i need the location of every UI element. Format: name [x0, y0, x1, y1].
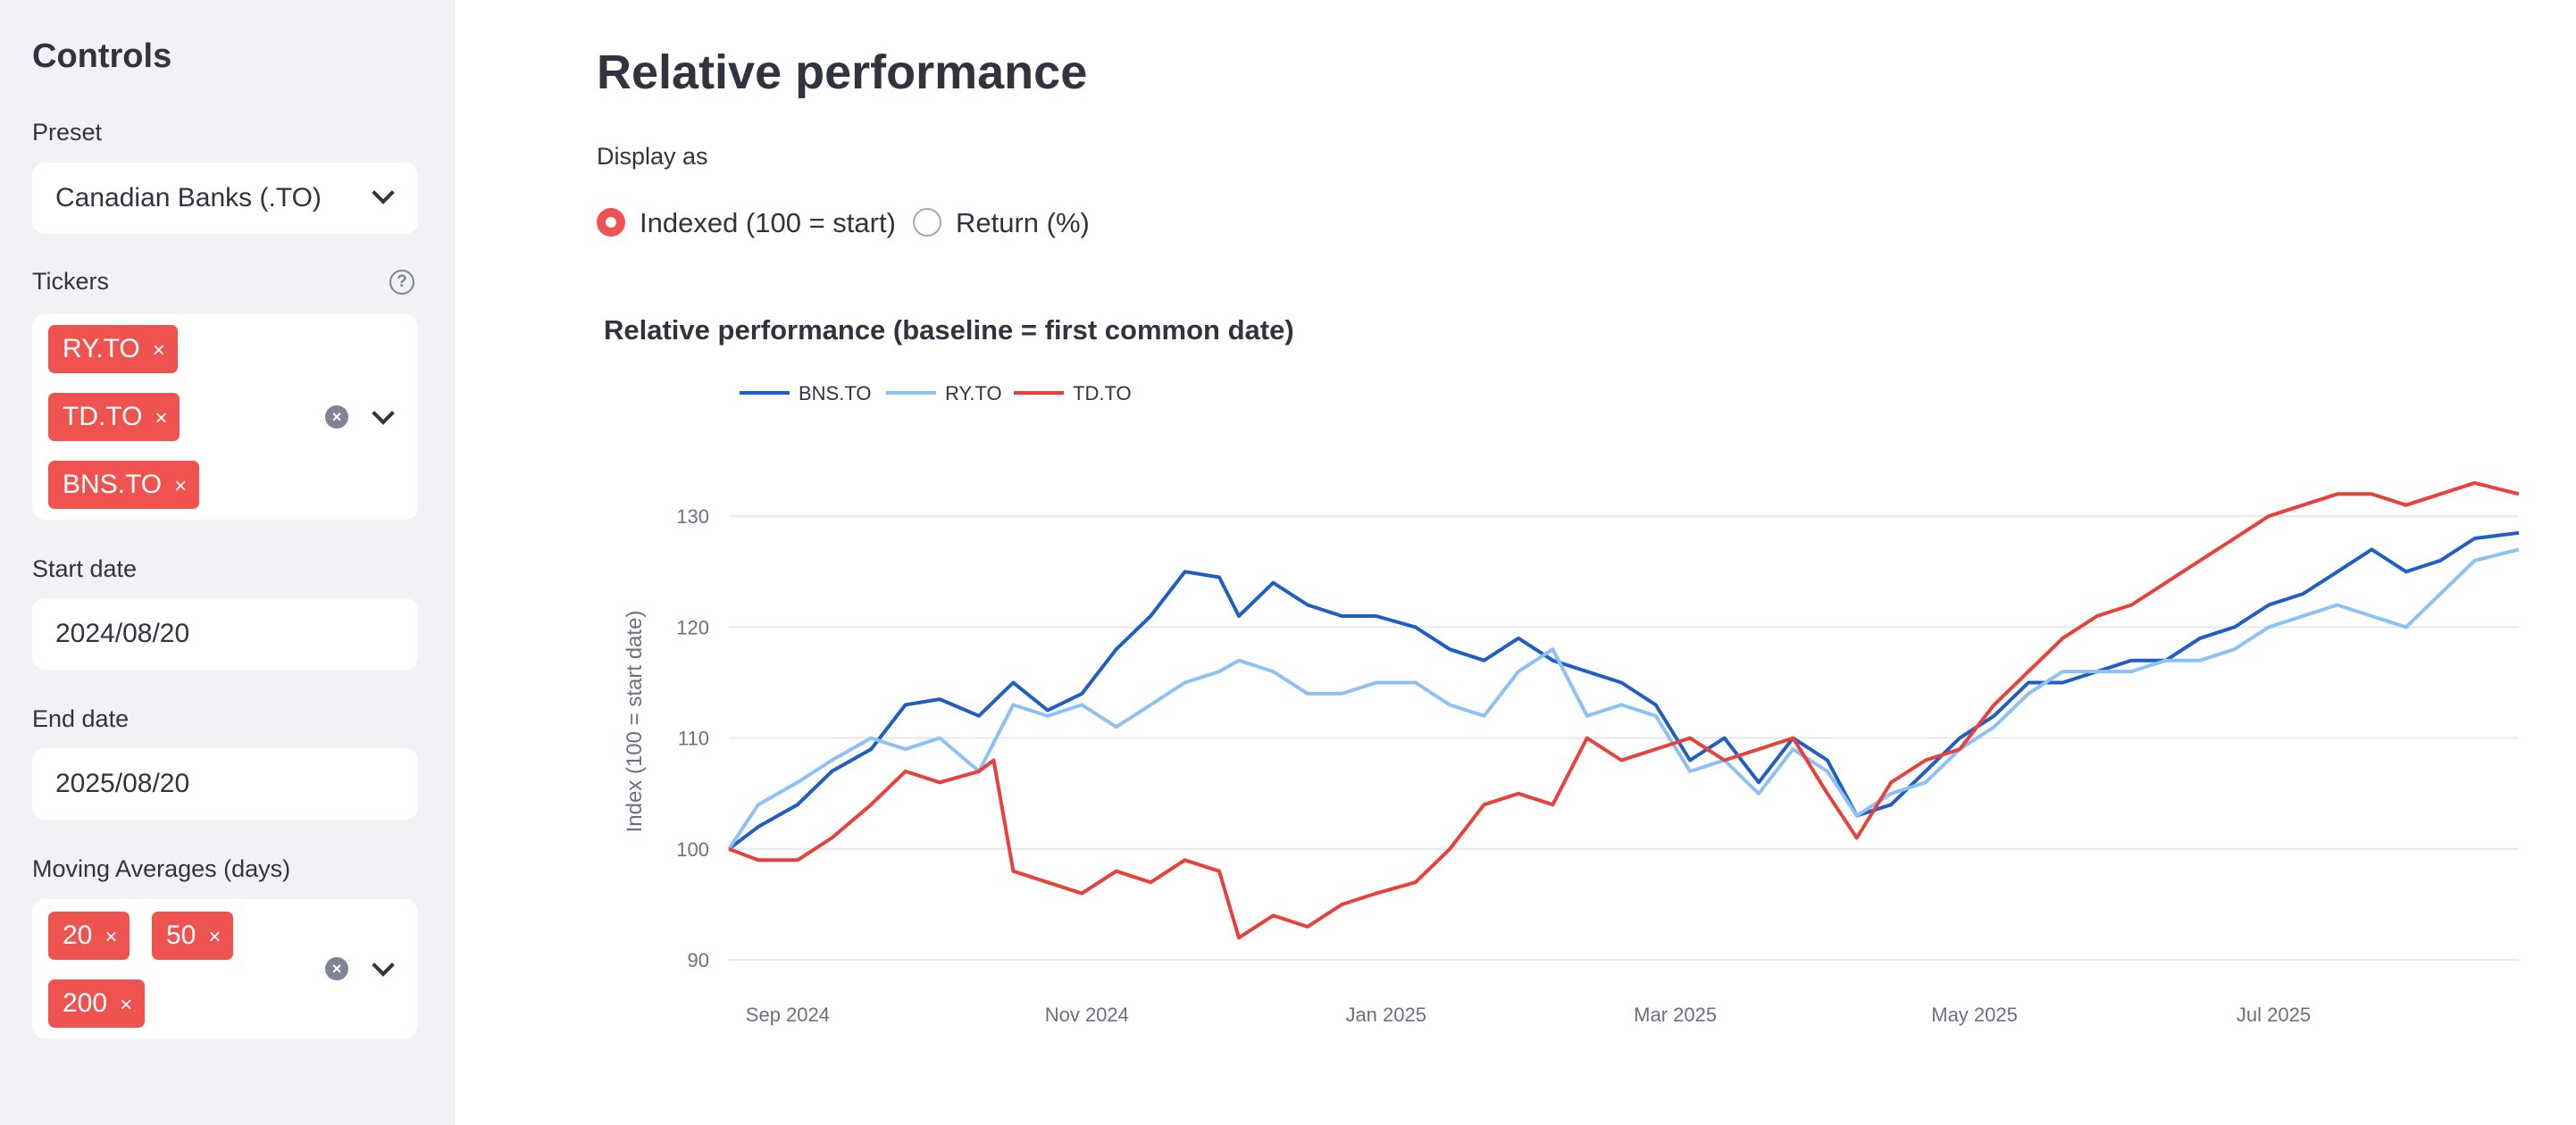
y-tick-label: 110 [678, 728, 709, 750]
end-date-value: 2025/08/20 [55, 769, 190, 798]
chevron-down-icon[interactable] [372, 402, 395, 425]
ticker-chip-label: TD.TO [63, 402, 143, 431]
sidebar: Controls Preset Canadian Banks (.TO) Tic… [0, 0, 455, 1125]
clear-icon[interactable]: × [325, 405, 348, 429]
x-tick-label: May 2025 [1931, 1004, 2018, 1026]
y-tick-label: 120 [676, 616, 709, 638]
ma-chip-label: 20 [63, 921, 93, 950]
start-date-input[interactable]: 2024/08/20 [32, 598, 418, 670]
x-tick-label: Nov 2024 [1045, 1004, 1129, 1026]
ticker-chip-label: BNS.TO [63, 470, 163, 499]
series-line-bns-to [727, 530, 2520, 851]
ticker-chip[interactable]: BNS.TO × [48, 461, 200, 509]
legend-label: TD.TO [1073, 382, 1132, 404]
radio-return[interactable] [913, 208, 941, 237]
x-tick-label: Sep 2024 [746, 1004, 830, 1026]
end-date-input[interactable]: 2025/08/20 [32, 748, 418, 820]
ticker-chip[interactable]: TD.TO × [48, 393, 180, 441]
radio-return-label[interactable]: Return (%) [956, 207, 1090, 238]
tickers-multiselect[interactable]: RY.TO × TD.TO × BNS.TO × × [32, 314, 418, 520]
ma-chip-label: 200 [63, 988, 108, 1018]
moving-averages-label: Moving Averages (days) [32, 855, 291, 882]
radio-indexed[interactable] [597, 208, 625, 237]
chevron-down-icon[interactable] [372, 954, 395, 977]
y-tick-label: 100 [676, 838, 709, 861]
ma-chip[interactable]: 50 × [152, 912, 234, 960]
start-date-value: 2024/08/20 [55, 619, 190, 648]
x-tick-label: Jan 2025 [1345, 1004, 1426, 1026]
y-tick-label: 130 [676, 505, 709, 528]
ma-chip[interactable]: 20 × [48, 912, 130, 960]
performance-chart[interactable]: 90 100 110 120 130 Sep 2024 Nov 2024 Jan 2025 Ma… [590, 366, 2528, 1027]
ma-chip[interactable]: 200 × [48, 979, 146, 1028]
end-date-label: End date [32, 705, 130, 732]
ma-chip-label: 50 [166, 921, 197, 950]
y-axis-label: Index (100 = start date) [623, 611, 647, 833]
moving-averages-multiselect[interactable]: 20 × 50 × 200 × × [32, 899, 418, 1038]
series-line-ry-to [727, 547, 2520, 851]
help-icon[interactable]: ? [389, 270, 414, 295]
x-tick-label: Mar 2025 [1634, 1004, 1717, 1026]
close-icon[interactable]: × [105, 925, 118, 949]
clear-icon[interactable]: × [325, 957, 348, 980]
display-as-label: Display as [597, 143, 708, 170]
tickers-label: Tickers [32, 268, 109, 295]
preset-select[interactable]: Canadian Banks (.TO) [32, 162, 418, 234]
chevron-down-icon[interactable] [372, 181, 395, 204]
close-icon[interactable]: × [174, 474, 188, 498]
close-icon[interactable]: × [155, 406, 168, 430]
start-date-label: Start date [32, 555, 138, 582]
preset-select-value: Canadian Banks (.TO) [55, 183, 322, 212]
y-tick-label: 90 [688, 949, 709, 971]
close-icon[interactable]: × [152, 338, 165, 362]
close-icon[interactable]: × [120, 993, 133, 1017]
close-icon[interactable]: × [208, 925, 222, 949]
preset-label: Preset [32, 119, 103, 146]
page-title: Relative performance [597, 46, 1088, 99]
chart-title: Relative performance (baseline = first c… [604, 314, 1294, 346]
ticker-chip[interactable]: RY.TO × [48, 325, 178, 373]
ticker-chip-label: RY.TO [63, 334, 140, 363]
sidebar-title: Controls [32, 38, 172, 75]
x-tick-label: Jul 2025 [2237, 1004, 2311, 1026]
series-line-td-to [728, 480, 2520, 940]
legend-label: BNS.TO [799, 382, 872, 404]
legend-label: RY.TO [945, 382, 1002, 404]
radio-indexed-label[interactable]: Indexed (100 = start) [640, 207, 896, 238]
